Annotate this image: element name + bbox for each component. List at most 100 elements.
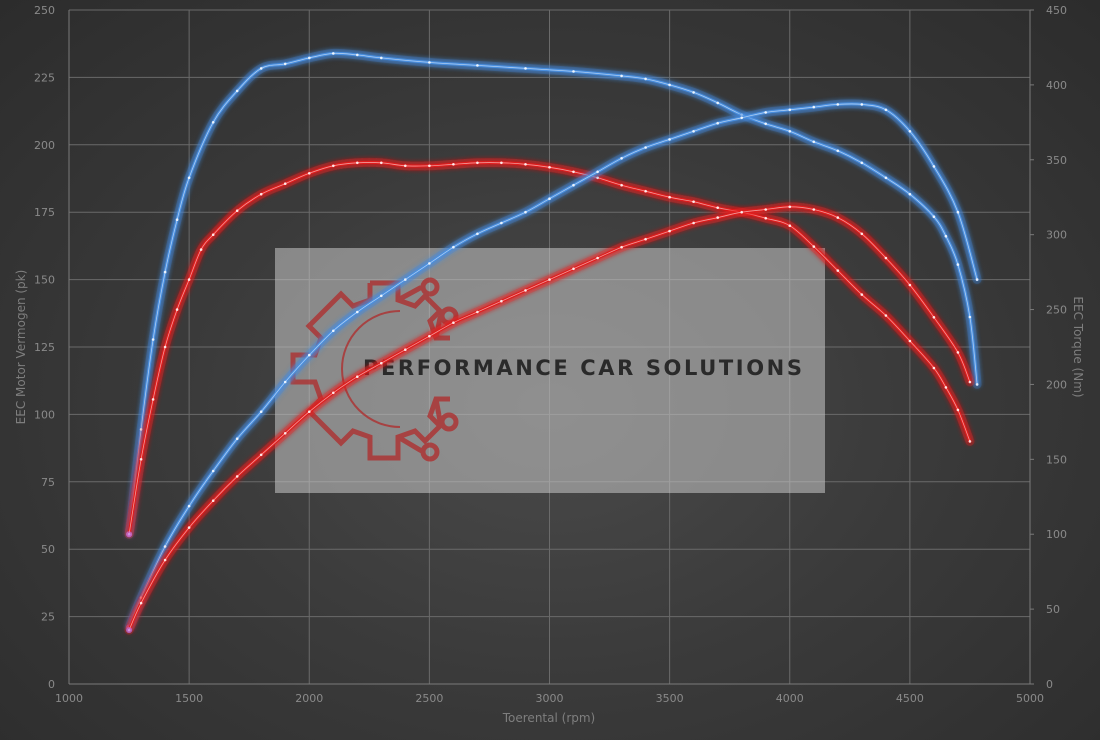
data-point: [139, 458, 143, 461]
data-point: [476, 310, 479, 314]
y-tick-label-right: 150: [1046, 453, 1067, 466]
data-point: [692, 221, 695, 225]
x-axis-title: Toerental (rpm): [502, 711, 595, 725]
data-point: [764, 208, 767, 211]
data-point: [404, 164, 407, 168]
data-point: [836, 269, 840, 272]
data-point: [788, 205, 792, 209]
data-point: [404, 348, 407, 352]
x-tick-label: 1500: [175, 692, 203, 705]
data-point: [764, 111, 767, 114]
data-point: [356, 53, 359, 57]
data-point: [139, 596, 143, 599]
data-point: [932, 165, 936, 168]
data-point: [644, 77, 647, 81]
y-tick-label-left: 200: [34, 139, 55, 152]
y-tick-label-left: 75: [41, 476, 55, 489]
data-point: [163, 558, 167, 562]
data-point: [596, 176, 599, 180]
data-point: [283, 62, 287, 66]
data-point: [308, 172, 311, 175]
data-point: [500, 161, 503, 165]
x-tick-label: 4500: [896, 692, 924, 705]
series-tuned-torque-curve: [124, 157, 975, 539]
data-point: [187, 176, 191, 180]
series-start-point: [126, 531, 133, 538]
data-point: [380, 161, 383, 165]
y-tick-label-right: 400: [1046, 79, 1067, 92]
axes: 1000 1500 2000 2500 3000 3500 4000 4500 50000255…: [34, 4, 1067, 705]
data-point: [944, 234, 948, 238]
data-point: [716, 216, 719, 219]
data-point: [308, 56, 311, 60]
data-point: [380, 294, 383, 298]
series-stock-torque-curve: [124, 48, 982, 539]
data-point: [163, 270, 167, 274]
data-point: [428, 164, 431, 168]
data-point: [211, 469, 215, 473]
data-point: [524, 163, 527, 166]
x-tick-label: 2500: [415, 692, 443, 705]
y-tick-label-left: 150: [34, 274, 55, 287]
y-tick-label-right: 350: [1046, 154, 1067, 167]
data-point: [356, 161, 359, 165]
data-point: [259, 410, 263, 414]
data-point: [428, 334, 431, 338]
x-tick-label: 5000: [1016, 692, 1044, 705]
data-point: [740, 113, 743, 117]
data-point: [332, 52, 335, 55]
data-point: [235, 89, 239, 93]
data-point: [812, 140, 816, 144]
x-tick-label: 1000: [55, 692, 83, 705]
data-point: [151, 398, 155, 401]
data-point: [452, 163, 455, 166]
data-point: [187, 526, 191, 529]
data-point: [668, 195, 671, 199]
data-point: [259, 192, 263, 196]
data-point: [572, 170, 575, 174]
data-point: [476, 232, 479, 236]
data-point: [151, 338, 155, 341]
series-tuned-power-curve: [124, 202, 975, 635]
data-point: [572, 70, 575, 73]
data-point: [428, 262, 431, 265]
data-point: [968, 380, 972, 384]
data-point: [644, 189, 647, 193]
data-point: [235, 475, 239, 478]
data-point: [500, 221, 503, 225]
y-axis-title-left: EEC Motor Vermogen (pk): [14, 270, 28, 425]
data-point: [139, 601, 143, 605]
data-point: [548, 278, 551, 281]
data-point: [283, 432, 287, 435]
series-highlight: [128, 52, 978, 535]
data-point: [211, 233, 215, 236]
data-point: [163, 345, 167, 349]
x-tick-label: 2000: [295, 692, 323, 705]
data-point: [668, 229, 671, 233]
data-point: [968, 440, 972, 443]
data-point: [860, 103, 864, 106]
data-point: [956, 210, 960, 214]
data-point: [884, 256, 888, 260]
series-start-point: [126, 627, 133, 634]
data-point: [908, 192, 912, 196]
data-point: [548, 166, 551, 169]
data-point: [524, 67, 527, 70]
data-point: [476, 64, 479, 67]
data-point: [740, 210, 743, 214]
data-point: [812, 208, 816, 211]
data-point: [932, 316, 936, 319]
data-point: [956, 408, 960, 412]
data-point: [308, 410, 311, 414]
data-point: [884, 176, 888, 180]
data-point: [283, 182, 287, 185]
y-tick-label-right: 300: [1046, 229, 1067, 242]
data-point: [716, 121, 719, 125]
data-point: [476, 161, 479, 165]
data-point: [620, 183, 623, 187]
data-point: [175, 218, 179, 221]
data-point: [944, 386, 948, 389]
data-point: [860, 232, 864, 236]
data-point: [283, 380, 287, 384]
